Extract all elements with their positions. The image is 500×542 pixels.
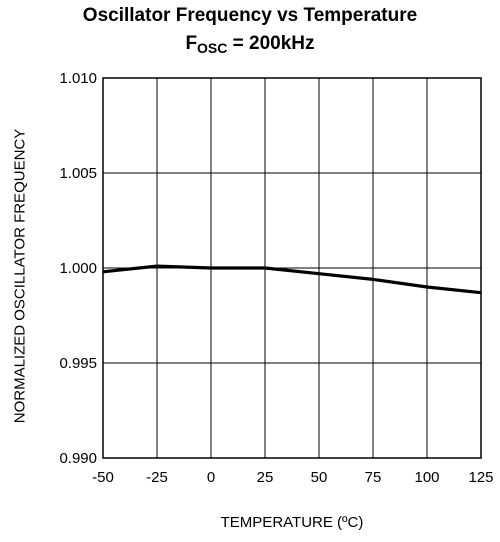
- y-axis-label: NORMALIZED OSCILLATOR FREQUENCY: [11, 128, 29, 424]
- x-tick-label: 75: [365, 469, 382, 486]
- plot-frame: [102, 77, 482, 459]
- y-tick-label: 1.005: [59, 165, 97, 182]
- chart-subtitle: FOSC = 200kHz: [0, 33, 500, 56]
- x-tick-label: 100: [414, 469, 439, 486]
- y-tick-label: 1.000: [59, 260, 97, 277]
- x-tick-label: 25: [257, 469, 274, 486]
- y-tick-label: 0.995: [59, 355, 97, 372]
- x-tick-label: 125: [468, 469, 493, 486]
- subtitle-prefix: F: [185, 33, 198, 54]
- series-line: [102, 264, 482, 295]
- subtitle-subscript: OSC: [197, 40, 228, 56]
- chart-title: Oscillator Frequency vs Temperature: [82, 5, 418, 26]
- x-tick-label: -50: [92, 469, 114, 486]
- x-tick-label: 0: [207, 469, 215, 486]
- x-tick-label: -25: [146, 469, 168, 486]
- y-tick-label: 0.990: [59, 450, 97, 467]
- subtitle-suffix: = 200kHz: [227, 33, 315, 54]
- x-axis-label: TEMPERATURE (ºC): [220, 514, 364, 531]
- x-tick-label: 50: [311, 469, 328, 486]
- y-tick-label: 1.010: [59, 70, 97, 87]
